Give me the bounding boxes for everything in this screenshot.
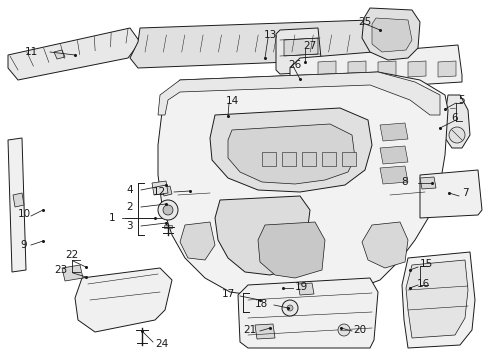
Polygon shape — [289, 45, 461, 92]
Polygon shape — [407, 61, 425, 77]
Polygon shape — [162, 186, 172, 196]
Polygon shape — [297, 283, 313, 295]
Text: 15: 15 — [419, 259, 432, 269]
Polygon shape — [130, 20, 371, 68]
Polygon shape — [302, 152, 315, 166]
Polygon shape — [158, 72, 447, 298]
Polygon shape — [379, 123, 407, 141]
Polygon shape — [419, 170, 481, 218]
Polygon shape — [317, 61, 335, 77]
Polygon shape — [401, 252, 474, 348]
Polygon shape — [379, 166, 407, 184]
Polygon shape — [377, 61, 395, 77]
Polygon shape — [419, 177, 435, 189]
Polygon shape — [284, 38, 317, 56]
Polygon shape — [238, 278, 377, 348]
Text: 21: 21 — [242, 325, 256, 335]
Polygon shape — [13, 193, 24, 207]
Polygon shape — [361, 222, 407, 268]
Text: 9: 9 — [20, 240, 27, 250]
Text: 22: 22 — [65, 250, 79, 260]
Text: 12: 12 — [152, 187, 165, 197]
Polygon shape — [75, 268, 172, 332]
Polygon shape — [227, 124, 354, 184]
Circle shape — [163, 205, 173, 215]
Polygon shape — [54, 50, 65, 59]
Polygon shape — [62, 265, 83, 281]
Circle shape — [286, 305, 292, 311]
Polygon shape — [379, 146, 407, 164]
Polygon shape — [8, 138, 26, 272]
Polygon shape — [8, 28, 140, 80]
Text: 17: 17 — [221, 289, 235, 299]
Polygon shape — [405, 260, 467, 338]
Text: 26: 26 — [287, 60, 301, 70]
Polygon shape — [361, 8, 419, 60]
Polygon shape — [282, 152, 295, 166]
Polygon shape — [341, 152, 355, 166]
Polygon shape — [152, 181, 168, 195]
Text: 5: 5 — [457, 95, 464, 105]
Circle shape — [282, 300, 297, 316]
Text: 23: 23 — [54, 265, 67, 275]
Polygon shape — [158, 72, 439, 115]
Polygon shape — [163, 225, 172, 228]
Polygon shape — [198, 84, 225, 108]
Text: 14: 14 — [225, 96, 239, 106]
Text: 19: 19 — [294, 282, 307, 292]
Text: 11: 11 — [25, 47, 38, 57]
Circle shape — [448, 127, 464, 143]
Text: 13: 13 — [264, 30, 277, 40]
Text: 8: 8 — [401, 177, 407, 187]
Polygon shape — [209, 108, 371, 192]
Text: 16: 16 — [416, 279, 429, 289]
Polygon shape — [215, 196, 309, 275]
Text: 4: 4 — [126, 185, 133, 195]
Polygon shape — [212, 108, 224, 122]
Text: 20: 20 — [352, 325, 366, 335]
Text: 25: 25 — [357, 17, 370, 27]
Text: 18: 18 — [254, 299, 267, 309]
Circle shape — [337, 324, 349, 336]
Polygon shape — [321, 152, 335, 166]
Text: 2: 2 — [126, 202, 133, 212]
Polygon shape — [262, 152, 275, 166]
Text: 7: 7 — [461, 188, 468, 198]
Polygon shape — [371, 18, 411, 52]
Text: 1: 1 — [108, 213, 115, 223]
Polygon shape — [442, 95, 469, 148]
Polygon shape — [254, 324, 274, 339]
Polygon shape — [347, 61, 365, 77]
Polygon shape — [180, 222, 215, 260]
Polygon shape — [275, 28, 321, 74]
Polygon shape — [437, 61, 455, 77]
Text: 24: 24 — [155, 339, 168, 349]
Text: 27: 27 — [303, 41, 316, 51]
Polygon shape — [258, 222, 325, 278]
Text: 6: 6 — [450, 113, 457, 123]
Circle shape — [158, 200, 178, 220]
Text: 10: 10 — [18, 209, 30, 219]
Text: 3: 3 — [126, 221, 133, 231]
